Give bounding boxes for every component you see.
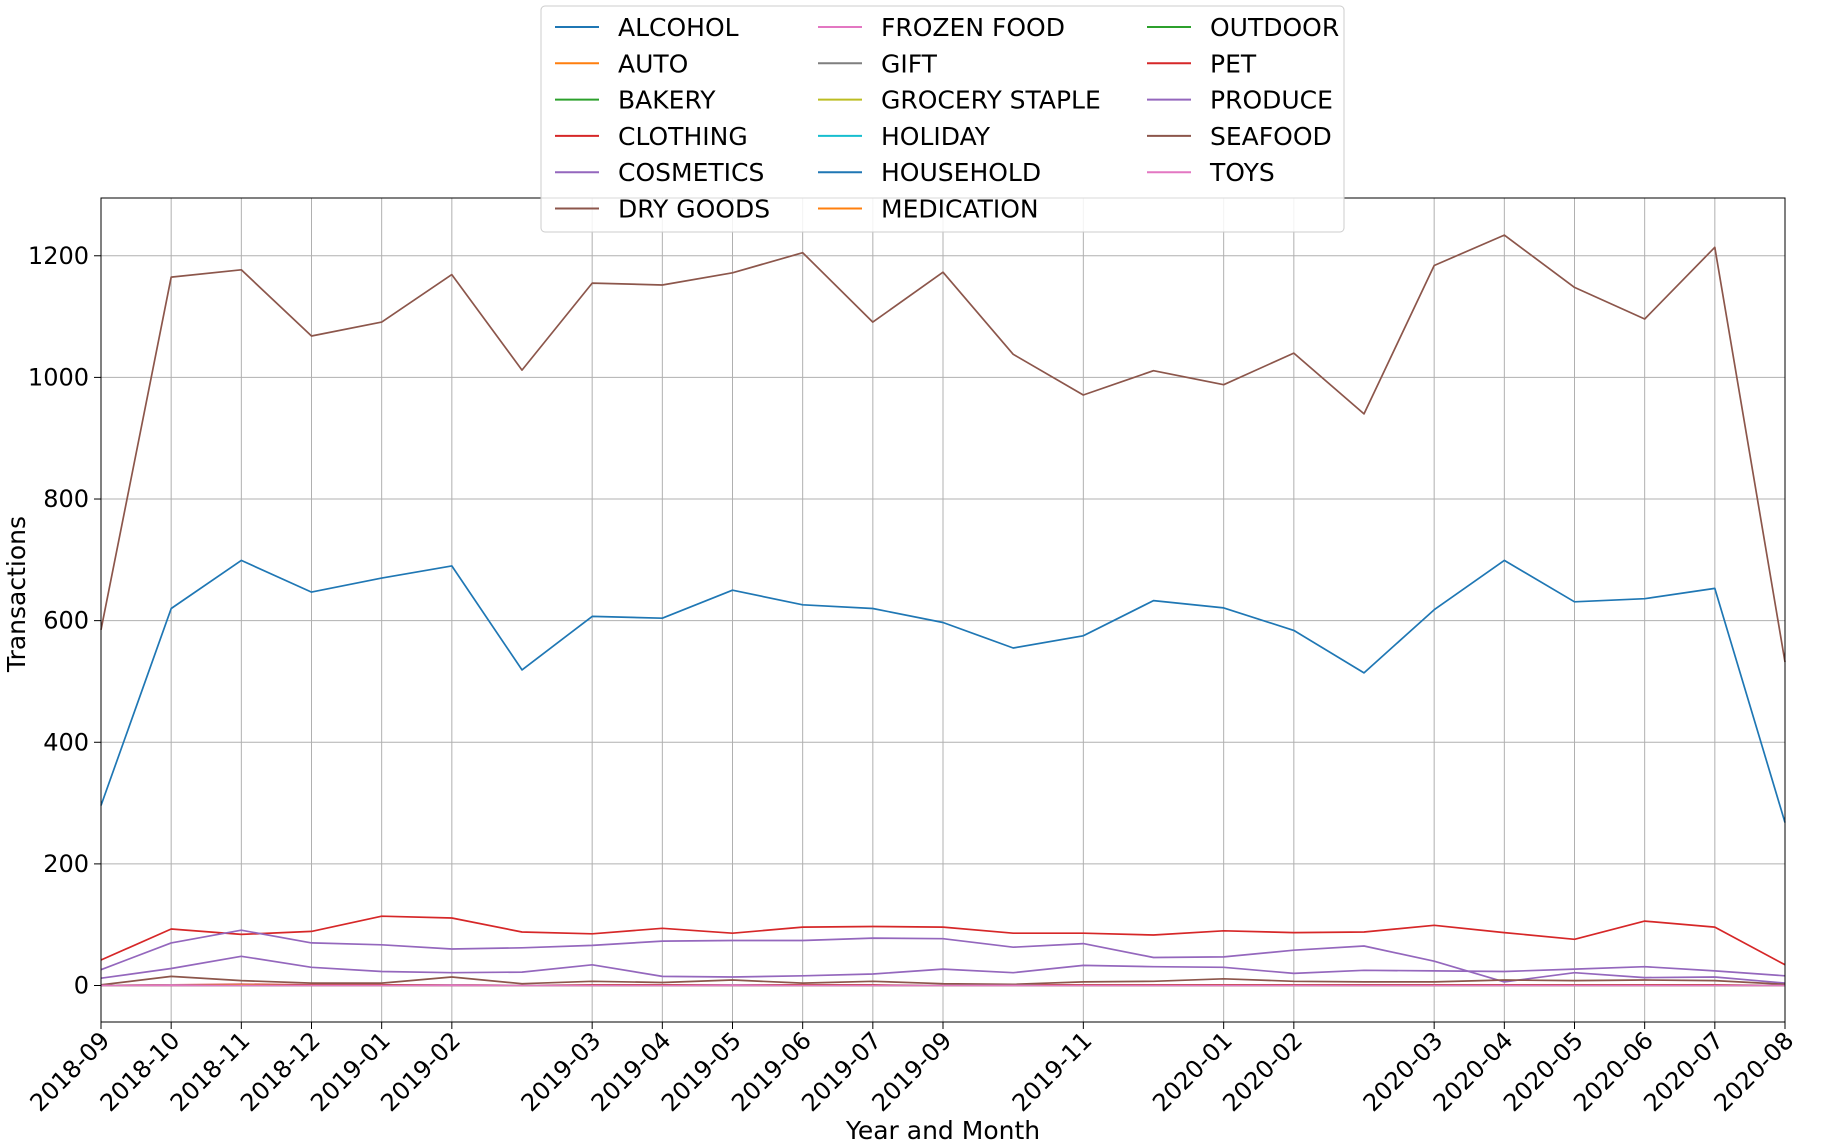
legend-label: PRODUCE xyxy=(1210,86,1333,115)
legend-label: DRY GOODS xyxy=(618,195,770,224)
series-line-produce xyxy=(100,929,1786,984)
legend-label: HOUSEHOLD xyxy=(881,158,1041,187)
y-tick-label: 800 xyxy=(43,485,89,513)
y-tick-label: 0 xyxy=(74,972,89,1000)
legend-label: AUTO xyxy=(618,49,688,78)
y-tick-label: 1200 xyxy=(28,242,89,270)
y-tick-label: 1000 xyxy=(28,363,89,391)
legend-label: OUTDOOR xyxy=(1210,13,1339,42)
series-line-dry-goods xyxy=(100,234,1786,663)
legend-label: FROZEN FOOD xyxy=(881,13,1065,42)
series-line-household xyxy=(100,559,1786,823)
grid-lines xyxy=(100,198,1786,1022)
series-lines xyxy=(100,234,1786,987)
y-tick-label: 200 xyxy=(43,850,89,878)
legend-label: GROCERY STAPLE xyxy=(881,86,1101,115)
legend-box xyxy=(540,5,1345,233)
legend-label: SEAFOOD xyxy=(1210,122,1332,151)
legend-label: CLOTHING xyxy=(618,122,748,151)
y-tick-label: 400 xyxy=(43,728,89,756)
legend-label: BAKERY xyxy=(618,86,716,115)
legend-label: PET xyxy=(1210,49,1257,78)
legend-label: HOLIDAY xyxy=(881,122,991,151)
series-line-pet xyxy=(100,915,1786,966)
series-line-cosmetics xyxy=(100,955,1786,980)
x-axis-title: Year and Month xyxy=(845,1116,1040,1144)
x-tick-label: 2019-11 xyxy=(1007,1026,1098,1117)
y-tick-label: 600 xyxy=(43,607,89,635)
y-axis-title: Transactions xyxy=(2,516,31,673)
legend-label: GIFT xyxy=(881,49,938,78)
legend-label: COSMETICS xyxy=(618,158,764,187)
legend-label: ALCOHOL xyxy=(618,13,739,42)
legend-label: TOYS xyxy=(1209,158,1275,187)
legend: ALCOHOL AUTO BAKERY CLOTHING COSMETICS DRY GO… xyxy=(540,5,1345,233)
series-line-seafood xyxy=(100,975,1786,986)
legend-label: MEDICATION xyxy=(881,195,1039,224)
